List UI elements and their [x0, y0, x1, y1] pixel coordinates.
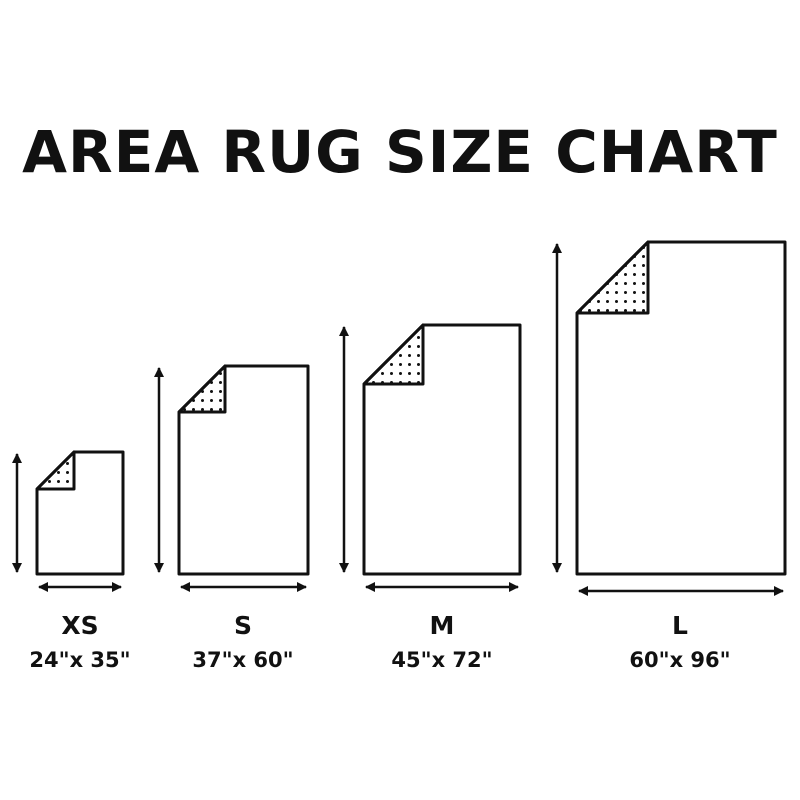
- folded-corner: [35, 450, 76, 491]
- rug-xs-outline: [35, 450, 125, 576]
- size-label: L: [672, 611, 688, 640]
- size-label: M: [429, 611, 455, 640]
- folded-corner: [362, 323, 425, 386]
- size-label: XS: [61, 611, 99, 640]
- dimensions-label: 37"x 60": [192, 648, 294, 672]
- chart-title: AREA RUG SIZE CHART: [22, 118, 778, 186]
- size-label: S: [233, 611, 252, 640]
- dimensions-label: 45"x 72": [391, 648, 493, 672]
- folded-corner: [177, 364, 227, 414]
- dimensions-label: 24"x 35": [29, 648, 131, 672]
- folded-corner: [575, 240, 650, 315]
- dimensions-label: 60"x 96": [629, 648, 731, 672]
